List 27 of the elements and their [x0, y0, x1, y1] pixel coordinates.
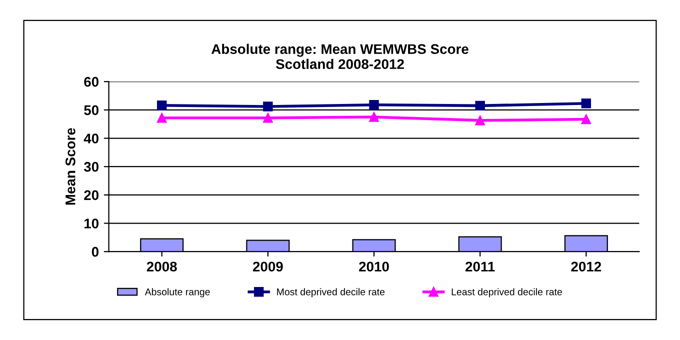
point	[475, 100, 485, 111]
point	[369, 112, 379, 122]
x-tick-label: 2009	[252, 262, 283, 272]
x-tick-label: 2011	[465, 262, 495, 272]
chart-title: Absolute range: Mean WEMWBS Score Scotland 2008-2012	[211, 44, 468, 70]
point	[581, 98, 592, 108]
x-tick-label: 2008	[146, 262, 177, 272]
x-tick-label: 2012	[571, 262, 602, 272]
y-axis-title: Mean Score	[65, 128, 76, 205]
y-tick-label: 30	[84, 162, 99, 172]
point	[369, 100, 379, 110]
y-tick-label: 20	[84, 190, 99, 200]
point	[581, 114, 592, 124]
y-tick-label: 40	[84, 134, 99, 144]
legend-label: Least deprived decile rate	[452, 288, 562, 298]
point	[156, 113, 167, 123]
y-tick-label: 0	[92, 246, 99, 257]
point	[156, 100, 167, 110]
y-tick-label: 50	[84, 105, 99, 116]
legend-label: Most deprived decile rate	[277, 288, 385, 298]
x-tick-label: 2010	[359, 262, 389, 272]
point	[263, 113, 273, 123]
point	[263, 102, 273, 112]
legend-label: Absolute range	[144, 288, 210, 298]
point	[475, 116, 485, 126]
y-tick-label: 60	[84, 76, 99, 87]
y-tick-label: 10	[84, 218, 99, 228]
